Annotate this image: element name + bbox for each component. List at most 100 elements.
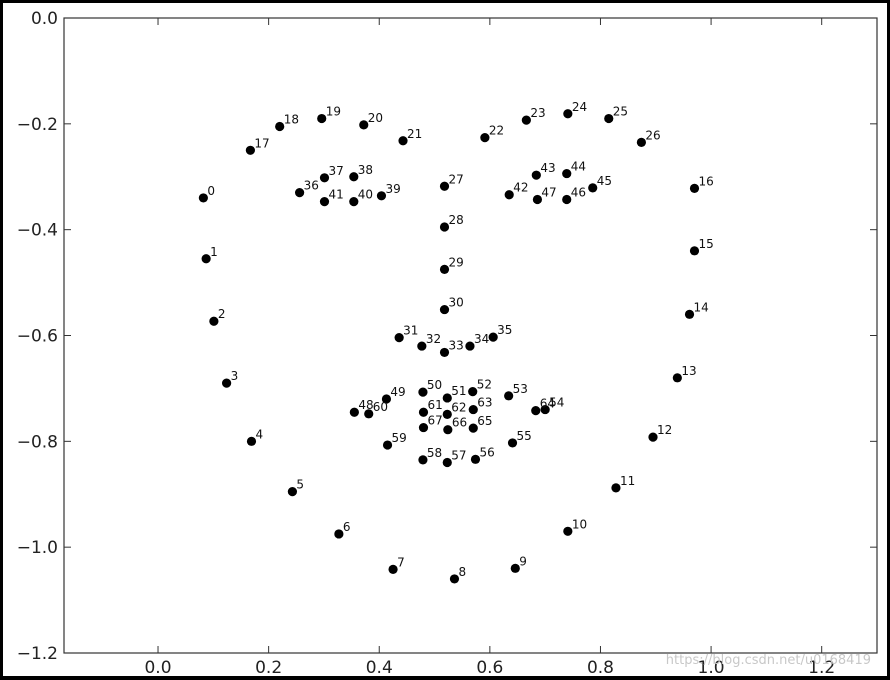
watermark: https://blog.csdn.net/u0168419 (666, 653, 871, 668)
landmark-label: 13 (681, 364, 696, 378)
landmark-label: 42 (513, 181, 528, 195)
landmark-point (465, 341, 475, 351)
y-tick-label: 0.0 (31, 9, 58, 29)
landmark-point (349, 197, 359, 207)
landmark-label: 20 (368, 111, 383, 125)
landmark-point (648, 432, 658, 442)
landmark-label: 39 (385, 182, 400, 196)
landmark-point (198, 193, 208, 203)
landmark-point (442, 457, 452, 468)
landmark-point (507, 438, 518, 448)
landmark-point (562, 194, 572, 205)
landmark-label: 37 (328, 164, 343, 178)
landmark-point (439, 222, 450, 232)
landmark-label: 1 (210, 245, 218, 259)
landmark-label: 47 (541, 186, 556, 200)
landmark-label: 41 (328, 188, 343, 202)
x-tick-label: 0.2 (255, 658, 282, 676)
landmark-label: 67 (427, 414, 442, 428)
landmark-label: 54 (549, 396, 564, 410)
landmark-point (394, 333, 404, 343)
landmark-point (376, 191, 387, 201)
landmark-label: 64 (540, 397, 555, 411)
landmark-point (443, 425, 453, 435)
landmark-point (319, 197, 330, 207)
landmark-label: 44 (571, 160, 586, 174)
landmark-point (334, 529, 344, 539)
landmark-label: 24 (572, 100, 587, 114)
landmark-point (418, 407, 429, 417)
y-tick-label: −0.6 (17, 327, 58, 347)
landmark-point (417, 341, 427, 351)
landmark-label: 53 (513, 382, 528, 396)
landmark-point (562, 168, 572, 179)
landmark-point (480, 132, 490, 143)
landmark-label: 9 (519, 554, 527, 568)
figure-canvas: 0.0 −0.2 −0.4 −0.6 −0.8 −1.0 −1.2 0.0 0.2 0.4 0.6… (3, 3, 887, 678)
landmark-label: 3 (231, 369, 239, 383)
landmark-label: 15 (698, 237, 713, 251)
landmark-point (382, 440, 393, 450)
landmark-label: 23 (530, 106, 545, 120)
landmark-point (359, 120, 369, 130)
landmark-point (636, 137, 646, 147)
landmark-label: 51 (451, 384, 466, 398)
landmark-label: 43 (540, 161, 555, 175)
landmark-point (222, 378, 232, 388)
landmark-point (245, 145, 255, 155)
landmark-point (468, 386, 478, 397)
landmark-point (364, 409, 374, 419)
landmark-label: 60 (373, 400, 388, 414)
landmark-point (439, 181, 450, 191)
landmark-point (319, 173, 330, 183)
landmark-point (563, 526, 573, 536)
landmark-point (439, 264, 450, 274)
landmark-label: 28 (449, 213, 464, 227)
landmark-point (689, 246, 700, 256)
landmark-point (398, 136, 408, 146)
landmark-point (531, 170, 541, 180)
landmark-label: 27 (449, 172, 464, 186)
landmark-point (532, 194, 543, 205)
landmark-label: 58 (427, 446, 442, 460)
landmark-point (209, 316, 219, 326)
landmark-point (521, 115, 531, 125)
landmark-label: 14 (694, 300, 709, 314)
landmark-point (317, 113, 327, 124)
landmark-point (295, 188, 305, 198)
landmark-label: 56 (479, 445, 494, 459)
landmark-point (287, 487, 298, 497)
landmark-label: 45 (597, 174, 612, 188)
landmark-point (388, 564, 398, 574)
landmark-point (540, 404, 550, 415)
landmark-label: 17 (254, 136, 269, 150)
landmark-label: 65 (477, 414, 492, 428)
landmark-point (470, 454, 481, 464)
landmark-label: 8 (458, 565, 466, 579)
landmark-label: 34 (474, 332, 489, 346)
landmark-point (588, 183, 598, 193)
landmark-label: 0 (207, 184, 215, 198)
landmark-point (689, 183, 700, 193)
scatter-chart: 0.0 −0.2 −0.4 −0.6 −0.8 −1.0 −1.2 0.0 0.2 0.4 0.6… (17, 9, 878, 678)
x-tick-label: 0.6 (476, 658, 503, 676)
landmark-point (418, 387, 428, 397)
landmark-label: 19 (326, 105, 341, 119)
landmark-label: 36 (304, 179, 319, 193)
landmark-label: 25 (613, 105, 628, 119)
landmark-point (418, 455, 428, 465)
y-axis-ticks: 0.0 −0.2 −0.4 −0.6 −0.8 −1.0 −1.2 (17, 9, 877, 664)
landmark-point (504, 190, 514, 200)
landmark-point (611, 483, 621, 493)
landmark-label: 38 (358, 163, 373, 177)
landmark-label: 6 (343, 520, 351, 534)
x-tick-label: 0.8 (587, 658, 614, 676)
y-tick-label: −1.0 (17, 538, 58, 558)
landmark-point (449, 574, 460, 584)
landmark-label: 63 (477, 396, 492, 410)
landmark-label: 32 (426, 332, 441, 346)
landmark-point (510, 563, 520, 573)
landmark-label: 57 (451, 449, 466, 463)
